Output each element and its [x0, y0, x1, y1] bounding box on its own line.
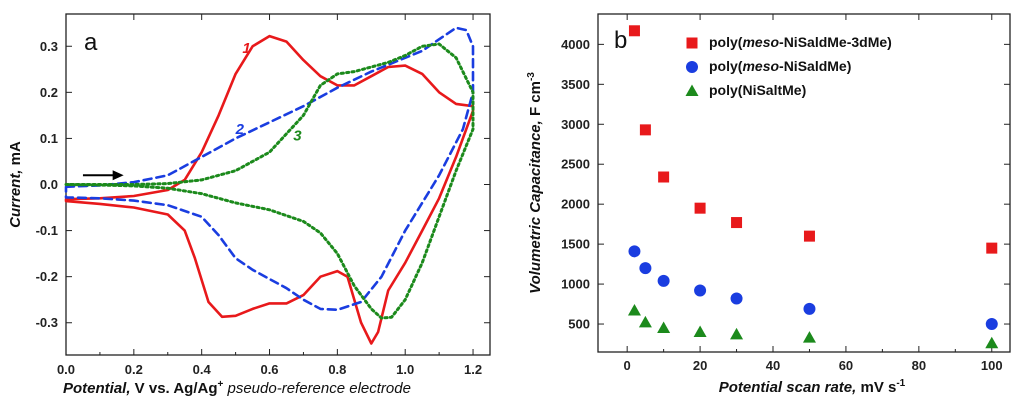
x-axis-label-a: Potential, V vs. Ag/Ag+ pseudo-reference…	[63, 379, 411, 397]
legend-label-italic: meso	[742, 58, 779, 74]
data-point-circle	[985, 318, 998, 331]
y-tick-label-a: 0.1	[40, 131, 58, 146]
data-point-square	[986, 242, 998, 254]
y-tick-label-a: -0.2	[36, 269, 58, 284]
y-label-b-italic: Volumetric Capacitance,	[527, 120, 544, 294]
legend-label: poly(meso-NiSaldMe)	[709, 58, 851, 74]
data-point-square	[694, 202, 706, 214]
legend-label: poly(meso-NiSaldMe-3dMe)	[709, 34, 892, 50]
x-tick-label-a: 0.8	[328, 362, 346, 377]
legend-label-pre: poly(	[709, 58, 743, 74]
y-tick-label-a: -0.1	[36, 223, 58, 238]
x-tick-label-a: 0.2	[125, 362, 143, 377]
data-point-square	[731, 217, 743, 229]
curve-label-1: 1	[242, 40, 250, 57]
curve-label-3: 3	[293, 128, 302, 145]
legend-marker-circle	[686, 61, 698, 73]
y-tick-label-a: 0.3	[40, 39, 58, 54]
data-point-square	[639, 124, 651, 136]
x-tick-label-b: 80	[912, 358, 926, 373]
data-point-triangle	[730, 327, 744, 340]
legend-label-post: -NiSaldMe-3dMe)	[779, 34, 892, 50]
data-point-triangle	[638, 315, 652, 328]
cv-curve-1	[64, 34, 475, 345]
x-tick-label-b: 100	[981, 358, 1003, 373]
x-label-b-sup: -1	[896, 378, 905, 389]
y-axis-label-b: Volumetric Capacitance, F cm-3	[526, 72, 544, 294]
x-tick-label-a: 1.0	[396, 362, 414, 377]
x-label-a-italic: Potential,	[63, 380, 131, 397]
legend-marker-square	[686, 37, 698, 49]
scan-direction-arrow-head	[112, 170, 124, 181]
panel-label-a: a	[84, 29, 98, 56]
y-axis-label-a: Current, mA	[7, 141, 24, 228]
x-axis-label-b: Potential scan rate, mV s-1	[719, 378, 906, 396]
data-point-square	[803, 230, 815, 242]
legend-label-pre: poly(	[709, 82, 743, 98]
y-tick-label-a: -0.3	[36, 315, 58, 330]
legend-marker-triangle	[685, 84, 699, 96]
x-tick-label-a: 0.4	[193, 362, 212, 377]
data-point-circle	[657, 274, 670, 287]
cv-curve-3	[64, 42, 475, 320]
data-point-triangle	[985, 336, 999, 349]
legend-label-italic: meso	[742, 34, 779, 50]
data-point-triangle	[693, 325, 707, 338]
plot-frame-b	[597, 13, 1011, 353]
data-point-circle	[730, 292, 743, 305]
x-tick-label-b: 20	[693, 358, 707, 373]
curve-label-2: 2	[235, 121, 245, 138]
data-point-circle	[639, 262, 652, 275]
x-tick-label-b: 60	[839, 358, 853, 373]
data-point-circle	[628, 245, 641, 258]
x-label-b-italic: Potential scan rate,	[719, 379, 857, 396]
y-tick-label-b: 2500	[561, 157, 590, 172]
legend-label-post: NiSaltMe)	[742, 82, 806, 98]
x-tick-label-a: 0.6	[260, 362, 278, 377]
legend-label: poly(NiSaltMe)	[709, 82, 806, 98]
data-point-triangle	[627, 303, 641, 316]
y-tick-label-b: 4000	[561, 37, 590, 52]
y-tick-label-b: 1500	[561, 237, 590, 252]
y-tick-label-b: 3500	[561, 77, 590, 92]
panel-label-b: b	[614, 27, 627, 54]
x-label-a-tail: pseudo-reference electrode	[223, 380, 411, 397]
legend-label-post: -NiSaldMe)	[779, 58, 851, 74]
x-tick-label-b: 40	[766, 358, 780, 373]
y-tick-label-b: 1000	[561, 277, 590, 292]
y-label-b-sup: -3	[526, 72, 537, 81]
y-tick-label-b: 2000	[561, 197, 590, 212]
y-label-a-plain: mA	[7, 141, 24, 170]
y-label-a-italic: Current,	[7, 170, 24, 228]
data-point-triangle	[802, 331, 816, 343]
x-tick-label-b: 0	[624, 358, 631, 373]
legend-label-pre: poly(	[709, 34, 743, 50]
x-tick-label-a: 0.0	[57, 362, 75, 377]
cv-curve-2	[64, 26, 475, 312]
data-point-square	[658, 171, 670, 183]
data-point-circle	[694, 284, 707, 297]
y-tick-label-b: 3000	[561, 117, 590, 132]
x-label-b-plain: mV s	[856, 379, 896, 396]
data-point-square	[628, 25, 640, 37]
data-point-triangle	[657, 321, 671, 334]
y-label-b-plain: F cm	[527, 81, 544, 120]
data-point-circle	[803, 302, 816, 315]
x-tick-label-a: 1.2	[464, 362, 482, 377]
y-tick-label-a: 0.2	[40, 85, 58, 100]
x-label-a-sup: +	[217, 379, 223, 390]
y-tick-label-b: 500	[568, 317, 590, 332]
y-tick-label-a: 0.0	[40, 177, 58, 192]
x-label-a-plain: V vs. Ag/Ag	[131, 380, 218, 397]
